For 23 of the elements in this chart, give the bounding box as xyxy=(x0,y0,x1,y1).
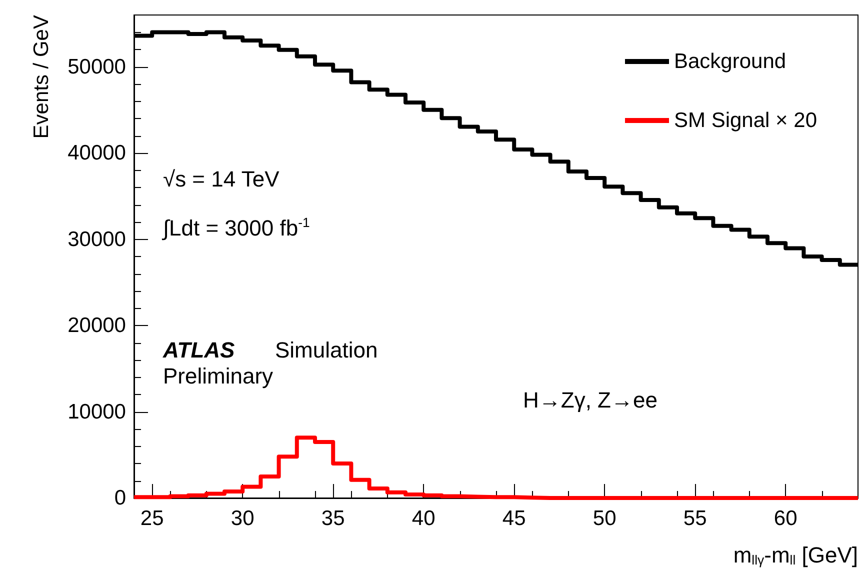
x-tick-label: 25 xyxy=(140,507,164,530)
x-tick-label: 55 xyxy=(683,507,707,530)
y-tick-label: 0 xyxy=(114,486,126,510)
x-tick-label: 45 xyxy=(502,507,526,530)
annotation: √s = 14 TeV xyxy=(163,166,280,192)
x-axis-title: mllγ-mll [GeV] xyxy=(733,542,858,568)
x-tick-label: 40 xyxy=(412,507,436,530)
legend-label: Background xyxy=(674,50,786,73)
x-tick-label: 50 xyxy=(592,507,616,530)
y-tick-label: 10000 xyxy=(68,400,126,424)
annotation: Preliminary xyxy=(163,364,274,388)
x-tick-label: 30 xyxy=(230,507,254,530)
y-tick-label: 20000 xyxy=(68,314,126,337)
y-tick-label: 50000 xyxy=(68,55,126,78)
annotation: Simulation xyxy=(275,338,378,362)
y-axis-title: Events / GeV xyxy=(30,15,53,139)
x-tick-label: 60 xyxy=(774,507,798,530)
x-tick-label: 35 xyxy=(321,507,345,530)
annotation: H→Zγ, Z→ee xyxy=(523,388,658,412)
y-tick-label: 30000 xyxy=(68,228,126,251)
legend-label: SM Signal × 20 xyxy=(674,109,818,132)
y-tick-label: 40000 xyxy=(68,142,126,164)
annotation: ATLAS xyxy=(162,338,236,362)
